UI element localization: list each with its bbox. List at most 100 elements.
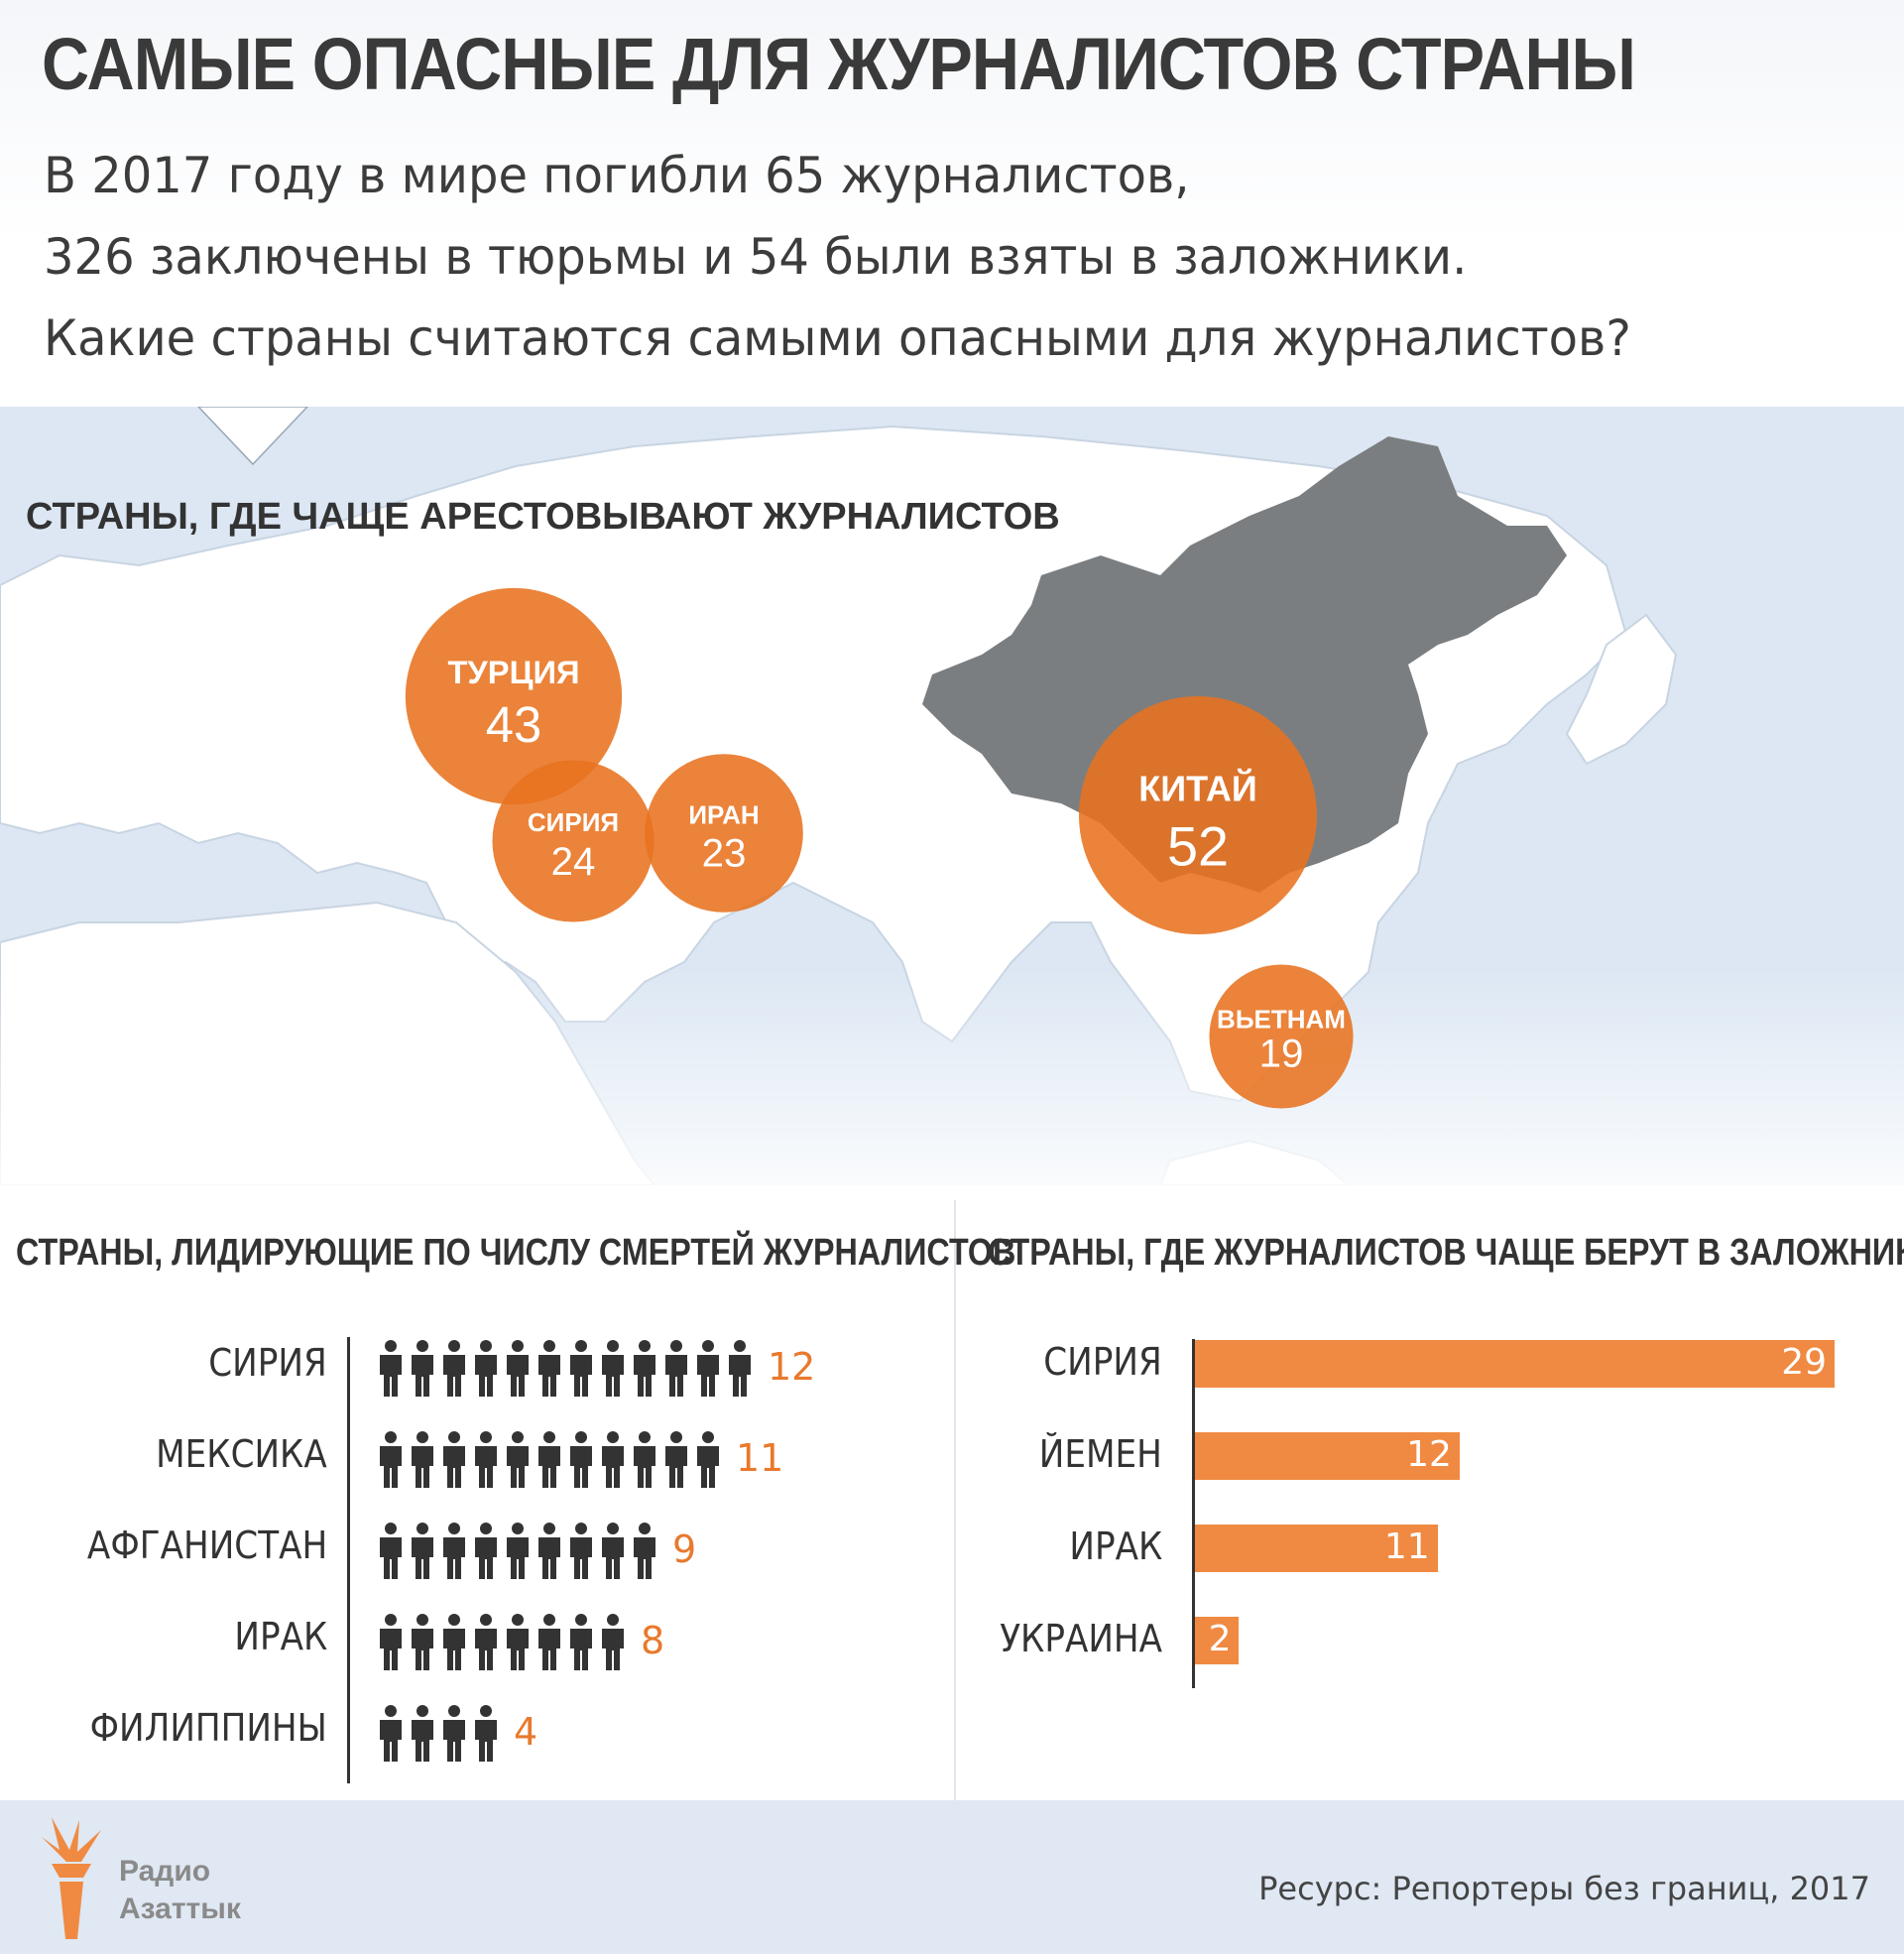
radio-azattyk-logo-icon	[42, 1817, 101, 1939]
hostages-bar: 29	[1195, 1340, 1835, 1388]
bubble-4	[1209, 964, 1354, 1109]
source-note: Ресурс: Репортеры без границ, 2017	[1258, 1870, 1870, 1907]
hostages-bar: 2	[1195, 1617, 1240, 1664]
deaths-pictogram-row	[380, 1523, 655, 1579]
deaths-pictogram-row	[380, 1431, 719, 1488]
deaths-count: 12	[768, 1345, 816, 1389]
person-icon	[412, 1705, 433, 1762]
person-icon	[443, 1523, 465, 1579]
person-icon	[570, 1614, 592, 1670]
person-icon	[634, 1431, 655, 1488]
person-icon	[475, 1705, 497, 1762]
hostages-bar-value: 29	[1781, 1342, 1827, 1383]
person-icon	[412, 1523, 433, 1579]
hostages-row-label: ИРАК	[1069, 1525, 1162, 1568]
person-icon	[665, 1340, 687, 1397]
person-icon	[443, 1705, 465, 1762]
header: САМЫЕ ОПАСНЫЕ ДЛЯ ЖУРНАЛИСТОВ СТРАНЫ В 2…	[0, 0, 1904, 407]
person-icon	[697, 1431, 719, 1488]
person-icon	[475, 1340, 497, 1397]
arrests-chart-title: СТРАНЫ, ГДЕ ЧАЩЕ АРЕСТОВЫВАЮТ ЖУРНАЛИСТО…	[26, 496, 1060, 538]
hostages-axis	[1192, 1339, 1195, 1688]
person-icon	[634, 1523, 655, 1579]
deaths-count: 4	[514, 1710, 538, 1754]
bubble-label-1: СИРИЯ	[528, 807, 619, 837]
person-icon	[443, 1431, 465, 1488]
bottom-panels	[0, 1185, 1904, 1800]
person-icon	[729, 1340, 751, 1397]
person-icon	[665, 1431, 687, 1488]
bubble-0	[405, 587, 623, 805]
deaths-pictogram-row	[380, 1705, 497, 1762]
deaths-count: 9	[672, 1527, 697, 1571]
person-icon	[634, 1340, 655, 1397]
bubble-3	[1079, 696, 1317, 934]
person-icon	[443, 1614, 465, 1670]
hostages-bar-value: 2	[1208, 1619, 1232, 1659]
person-icon	[507, 1340, 529, 1397]
bubble-2	[645, 754, 803, 913]
person-icon	[380, 1705, 402, 1762]
person-icon	[412, 1340, 433, 1397]
person-icon	[380, 1431, 402, 1488]
bubble-value-0: 43	[486, 696, 541, 753]
person-icon	[475, 1431, 497, 1488]
intro-line-3: Какие страны считаются самыми опасными д…	[44, 309, 1631, 367]
bubble-label-0: ТУРЦИЯ	[447, 654, 579, 690]
person-icon	[602, 1614, 624, 1670]
intro-line-1: В 2017 году в мире погибли 65 журналисто…	[44, 147, 1190, 204]
person-icon	[412, 1431, 433, 1488]
bubble-value-4: 19	[1259, 1031, 1304, 1075]
person-icon	[602, 1431, 624, 1488]
person-icon	[538, 1614, 560, 1670]
person-icon	[570, 1523, 592, 1579]
person-icon	[412, 1614, 433, 1670]
bubble-value-2: 23	[702, 831, 747, 876]
person-icon	[380, 1614, 402, 1670]
hostages-row-label: УКРАИНА	[1000, 1617, 1162, 1660]
person-icon	[538, 1431, 560, 1488]
person-icon	[443, 1340, 465, 1397]
hostages-chart-title: СТРАНЫ, ГДЕ ЖУРНАЛИСТОВ ЧАЩЕ БЕРУТ В ЗАЛ…	[988, 1232, 1904, 1274]
person-icon	[507, 1523, 529, 1579]
hostages-row-label: ЙЕМЕН	[1038, 1432, 1162, 1476]
hostages-bar: 12	[1195, 1432, 1460, 1480]
person-icon	[570, 1431, 592, 1488]
deaths-row-label: ИРАК	[234, 1615, 327, 1658]
deaths-row-label: МЕКСИКА	[156, 1432, 327, 1476]
person-icon	[538, 1340, 560, 1397]
hostages-row-label: СИРИЯ	[1043, 1340, 1162, 1384]
panel-divider	[954, 1200, 956, 1805]
logo-line-2: Азаттык	[119, 1893, 241, 1925]
person-icon	[507, 1614, 529, 1670]
footer: Радио Азаттык	[0, 1800, 1904, 1954]
deaths-count: 8	[641, 1619, 665, 1662]
person-icon	[570, 1340, 592, 1397]
bubble-label-4: ВЬЕТНАМ	[1217, 1004, 1346, 1034]
person-icon	[602, 1340, 624, 1397]
deaths-axis	[347, 1337, 350, 1783]
hostages-bar-value: 12	[1406, 1434, 1452, 1475]
deaths-row-label: ФИЛИППИНЫ	[89, 1706, 327, 1750]
bubble-label-2: ИРАН	[688, 799, 759, 829]
deaths-pictogram-row	[380, 1614, 624, 1670]
person-icon	[380, 1523, 402, 1579]
deaths-chart-title: СТРАНЫ, ЛИДИРУЮЩИЕ ПО ЧИСЛУ СМЕРТЕЙ ЖУРН…	[16, 1232, 1016, 1274]
logo-line-1: Радио	[119, 1855, 211, 1888]
deaths-count: 11	[736, 1436, 784, 1480]
bubble-value-3: 52	[1167, 814, 1229, 877]
intro-line-2: 326 заключены в тюрьмы и 54 были взяты в…	[44, 228, 1468, 286]
bubble-1	[492, 760, 654, 922]
person-icon	[697, 1340, 719, 1397]
person-icon	[475, 1523, 497, 1579]
person-icon	[602, 1523, 624, 1579]
deaths-pictogram-row	[380, 1340, 751, 1397]
bubble-label-3: КИТАЙ	[1138, 768, 1256, 809]
deaths-row-label: АФГАНИСТАН	[86, 1524, 327, 1567]
bubble-value-1: 24	[551, 839, 596, 884]
hostages-bar: 11	[1195, 1525, 1438, 1572]
deaths-row-label: СИРИЯ	[208, 1341, 327, 1385]
person-icon	[475, 1614, 497, 1670]
